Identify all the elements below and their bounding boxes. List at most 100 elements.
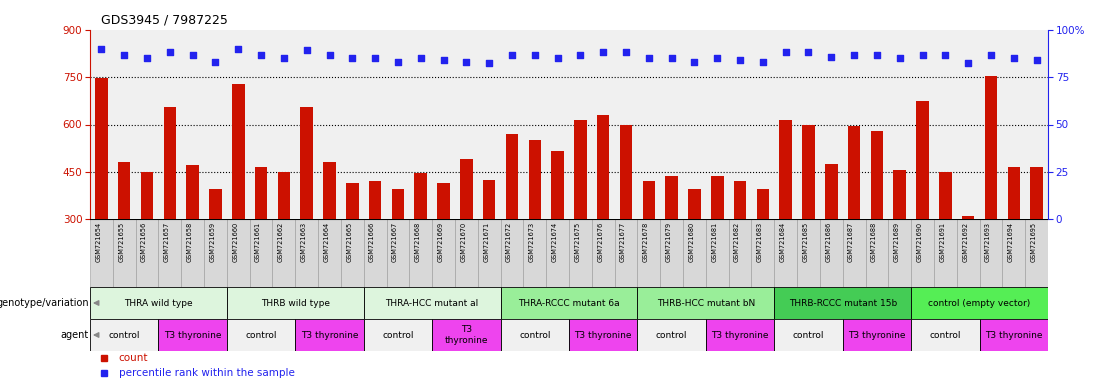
Bar — [665, 177, 678, 219]
Bar — [979, 319, 1048, 351]
Text: GSM721671: GSM721671 — [483, 222, 489, 262]
Point — [366, 55, 384, 61]
Text: control (empty vector): control (empty vector) — [929, 298, 1030, 308]
Text: control: control — [793, 331, 824, 339]
Text: GSM721679: GSM721679 — [665, 222, 672, 262]
Bar — [318, 219, 341, 287]
Point — [800, 49, 817, 55]
Text: GSM721680: GSM721680 — [688, 222, 695, 262]
Point — [891, 55, 909, 61]
Bar — [638, 287, 774, 319]
Bar — [392, 189, 404, 219]
Bar — [870, 131, 884, 219]
Text: agent: agent — [61, 330, 89, 340]
Text: control: control — [245, 331, 277, 339]
Text: GSM721659: GSM721659 — [210, 222, 215, 262]
Point — [571, 52, 589, 58]
Text: GSM721677: GSM721677 — [620, 222, 627, 262]
Text: control: control — [656, 331, 687, 339]
Bar — [706, 219, 729, 287]
Text: GSM721668: GSM721668 — [415, 222, 420, 262]
Text: T3 thyronine: T3 thyronine — [711, 331, 769, 339]
Bar — [118, 162, 130, 219]
Text: GSM721675: GSM721675 — [575, 222, 580, 262]
Bar — [505, 134, 518, 219]
Bar — [232, 84, 245, 219]
Text: GSM721683: GSM721683 — [757, 222, 763, 262]
Bar — [415, 173, 427, 219]
Bar — [552, 151, 564, 219]
Text: THRB wild type: THRB wild type — [260, 298, 330, 308]
Bar — [802, 124, 815, 219]
Bar — [159, 219, 181, 287]
Bar — [575, 120, 587, 219]
Text: GSM721689: GSM721689 — [893, 222, 900, 262]
Bar — [820, 219, 843, 287]
Bar — [985, 76, 997, 219]
Text: GSM721686: GSM721686 — [825, 222, 832, 262]
Bar — [866, 219, 888, 287]
Bar — [249, 219, 272, 287]
Bar — [911, 319, 979, 351]
Bar — [368, 181, 382, 219]
Bar — [227, 287, 364, 319]
Bar — [163, 107, 176, 219]
Point — [595, 49, 612, 55]
Text: GSM721672: GSM721672 — [506, 222, 512, 262]
Bar — [454, 219, 478, 287]
Point — [435, 57, 452, 63]
Text: percentile rank within the sample: percentile rank within the sample — [119, 368, 295, 378]
Bar — [843, 219, 866, 287]
Text: GSM721670: GSM721670 — [460, 222, 467, 262]
Bar — [1025, 219, 1048, 287]
Point — [845, 52, 863, 58]
Point — [663, 55, 681, 61]
Bar — [661, 219, 683, 287]
Point — [936, 52, 954, 58]
Text: GSM721695: GSM721695 — [1030, 222, 1037, 262]
Bar — [346, 183, 358, 219]
Bar — [90, 287, 227, 319]
Text: GSM721657: GSM721657 — [164, 222, 170, 262]
Point — [754, 58, 772, 65]
Bar — [733, 181, 747, 219]
Bar — [546, 219, 569, 287]
Bar — [186, 166, 199, 219]
Point — [618, 49, 635, 55]
Bar — [95, 78, 108, 219]
Text: GSM721656: GSM721656 — [141, 222, 147, 262]
Text: T3 thyronine: T3 thyronine — [848, 331, 906, 339]
Text: GSM721685: GSM721685 — [803, 222, 808, 262]
Text: GSM721673: GSM721673 — [528, 222, 535, 262]
Bar — [797, 219, 820, 287]
Text: THRA-RCCC mutant 6a: THRA-RCCC mutant 6a — [518, 298, 620, 308]
Text: GSM721669: GSM721669 — [438, 222, 443, 262]
Bar — [296, 219, 318, 287]
Bar — [569, 319, 638, 351]
Point — [777, 49, 794, 55]
Bar — [113, 219, 136, 287]
Bar — [893, 170, 906, 219]
Text: GSM721664: GSM721664 — [323, 222, 330, 262]
Text: GSM721665: GSM721665 — [346, 222, 352, 262]
Point — [321, 52, 339, 58]
Bar — [934, 219, 956, 287]
Text: count: count — [119, 353, 148, 363]
Point — [708, 55, 726, 61]
Point — [389, 58, 407, 65]
Text: GSM721694: GSM721694 — [1008, 222, 1014, 262]
Text: GSM721690: GSM721690 — [917, 222, 922, 262]
Bar — [432, 319, 501, 351]
Text: GSM721678: GSM721678 — [643, 222, 649, 262]
Text: GSM721693: GSM721693 — [985, 222, 990, 262]
Bar — [888, 219, 911, 287]
Text: T3 thyronine: T3 thyronine — [985, 331, 1042, 339]
Point — [275, 55, 292, 61]
Bar — [278, 172, 290, 219]
Point — [526, 52, 544, 58]
Bar — [90, 319, 159, 351]
Point — [343, 55, 361, 61]
Point — [138, 55, 156, 61]
Text: THRB-HCC mutant bN: THRB-HCC mutant bN — [656, 298, 754, 308]
Bar — [614, 219, 638, 287]
